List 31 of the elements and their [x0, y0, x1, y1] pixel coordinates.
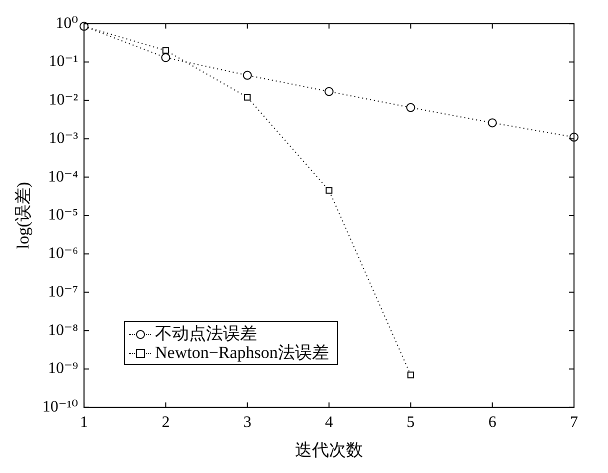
point — [324, 87, 334, 96]
x-axis-title: 迭代次数 — [295, 440, 364, 460]
y-tick-label: 10⁻⁸ — [48, 322, 78, 339]
x-tick-label: 5 — [406, 414, 415, 432]
y-tick-label: 10⁻² — [48, 92, 78, 109]
y-tick-label: 10⁻³ — [48, 130, 78, 147]
legend-label: 不动点法误差 — [155, 324, 257, 343]
point — [406, 103, 416, 112]
y-tick-label: 10⁻⁵ — [48, 206, 78, 224]
point — [161, 53, 170, 62]
x-tick-label: 1 — [80, 414, 88, 432]
x-tick-label: 6 — [488, 414, 496, 432]
y-tick-label: 10⁰ — [56, 14, 78, 32]
y-tick-label: 10⁻¹ — [48, 53, 78, 70]
x-tick-label: 3 — [243, 414, 252, 432]
point — [407, 372, 414, 378]
point — [488, 118, 497, 128]
x-tick-label: 2 — [162, 414, 170, 432]
y-axis-title: log(误差) — [14, 182, 33, 250]
y-tick-label: 10⁻¹⁰ — [42, 398, 78, 416]
point — [242, 70, 252, 80]
point — [326, 187, 332, 194]
y-tick-label: 10⁻⁹ — [48, 360, 78, 378]
point — [162, 47, 170, 54]
x-tick-label: 4 — [325, 414, 334, 432]
y-tick-label: 10⁻⁷ — [48, 283, 78, 300]
x-tick-label: 7 — [570, 414, 578, 432]
y-tick-label: 10⁻⁴ — [48, 168, 78, 186]
point — [244, 94, 251, 101]
legend-label: Newton−Raphson法误差 — [155, 343, 329, 362]
y-tick-label: 10⁻⁶ — [48, 245, 78, 262]
